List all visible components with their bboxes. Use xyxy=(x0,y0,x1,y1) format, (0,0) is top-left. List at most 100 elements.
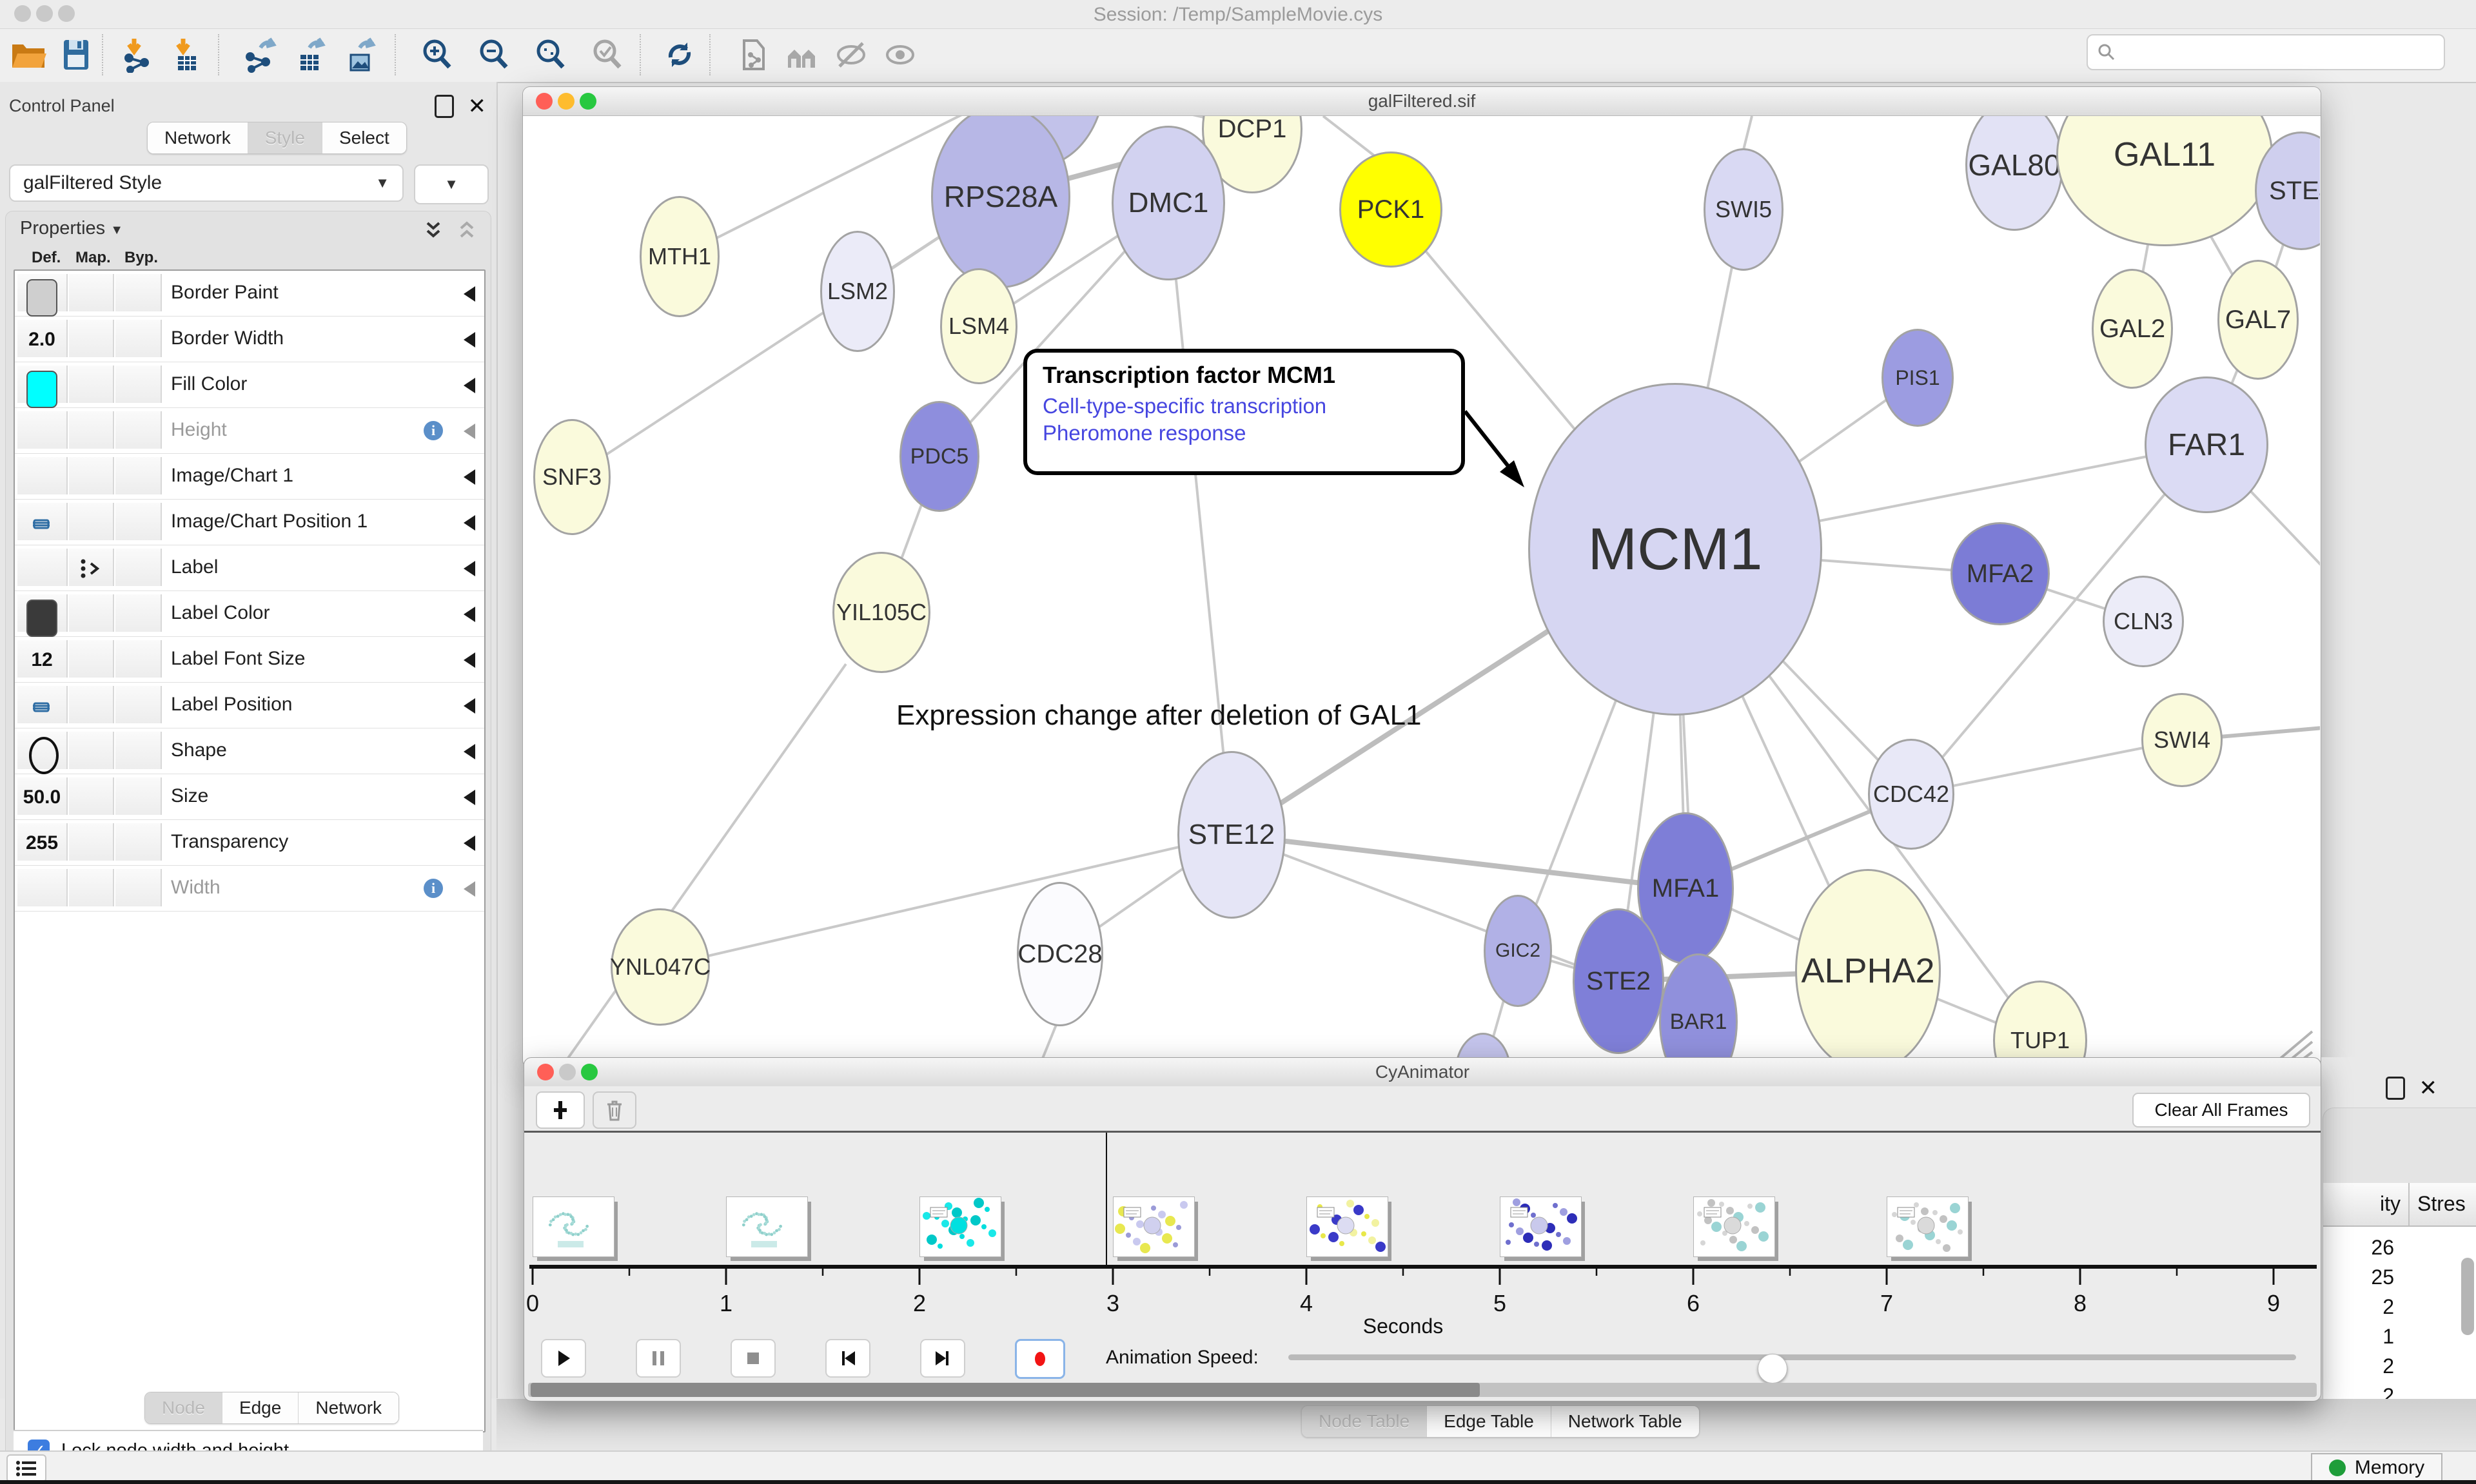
node-ste12[interactable]: STE12 xyxy=(1177,751,1286,919)
window-close-button[interactable] xyxy=(14,5,31,22)
table-scrollbar[interactable] xyxy=(2461,1258,2474,1335)
default-cell[interactable] xyxy=(17,732,68,774)
node-dmc1[interactable]: DMC1 xyxy=(1112,126,1225,280)
add-frame-button[interactable] xyxy=(536,1091,585,1129)
mapping-cell[interactable] xyxy=(69,686,114,723)
style-selector[interactable]: galFiltered Style ▼ xyxy=(9,164,404,202)
expand-property-icon[interactable] xyxy=(464,378,475,393)
tab-edge[interactable]: Edge xyxy=(222,1392,299,1423)
close-panel-icon[interactable]: ✕ xyxy=(467,94,487,119)
pause-button[interactable] xyxy=(636,1339,681,1378)
mapping-cell[interactable] xyxy=(69,549,114,586)
mapping-cell[interactable] xyxy=(69,503,114,540)
node-alpha2[interactable]: ALPHA2 xyxy=(1795,869,1941,1066)
task-history-button[interactable] xyxy=(6,1454,46,1483)
float-panel-icon[interactable] xyxy=(434,95,454,118)
mapping-cell[interactable] xyxy=(69,366,114,403)
import-table-icon[interactable] xyxy=(166,35,205,74)
frame-thumbnail-7[interactable] xyxy=(1887,1196,1969,1257)
node-mcm1[interactable]: MCM1 xyxy=(1528,383,1822,716)
zoom-in-icon[interactable] xyxy=(418,35,457,74)
node-cln3[interactable]: CLN3 xyxy=(2103,576,2184,667)
tab-network[interactable]: Network xyxy=(299,1392,399,1423)
annotation-link[interactable]: Cell-type-specific transcription xyxy=(1043,394,1327,418)
close-table-panel-icon[interactable]: ✕ xyxy=(2419,1076,2438,1100)
close-window-button[interactable] xyxy=(537,1064,554,1080)
node-cdc28[interactable]: CDC28 xyxy=(1017,882,1103,1026)
resize-grip-icon[interactable] xyxy=(2272,1026,2317,1065)
bypass-cell[interactable] xyxy=(115,686,162,723)
mapping-icon[interactable] xyxy=(78,558,104,583)
timeline-scrollbar-thumb[interactable] xyxy=(531,1383,1480,1397)
window-zoom-button[interactable] xyxy=(58,5,75,22)
network-document-icon[interactable] xyxy=(734,35,772,74)
node-snf3[interactable]: SNF3 xyxy=(533,419,611,535)
expand-property-icon[interactable] xyxy=(464,698,475,714)
bypass-cell[interactable] xyxy=(115,366,162,403)
expand-property-icon[interactable] xyxy=(464,424,475,439)
default-cell[interactable]: 50.0 xyxy=(17,777,68,815)
node-pck1[interactable]: PCK1 xyxy=(1339,151,1442,268)
network-window-titlebar[interactable]: galFiltered.sif xyxy=(523,87,2321,116)
frame-thumbnail-6[interactable] xyxy=(1693,1196,1775,1257)
property-row-border-paint[interactable]: Border Paint xyxy=(15,271,484,317)
node-yil105c[interactable]: YIL105C xyxy=(832,552,930,673)
export-network-icon[interactable] xyxy=(240,35,279,74)
default-cell[interactable] xyxy=(17,457,68,494)
expand-property-icon[interactable] xyxy=(464,744,475,759)
zoom-selected-icon[interactable] xyxy=(588,35,627,74)
node-gal80[interactable]: GAL80 xyxy=(1965,116,2063,231)
position-icon[interactable] xyxy=(32,699,51,719)
bypass-cell[interactable] xyxy=(115,320,162,357)
property-row-size[interactable]: 50.0 Size xyxy=(15,774,484,820)
frame-thumbnail-5[interactable] xyxy=(1500,1196,1582,1257)
default-value-swatch[interactable] xyxy=(26,371,57,408)
mapping-cell[interactable] xyxy=(69,777,114,815)
expand-property-icon[interactable] xyxy=(464,332,475,347)
record-button[interactable] xyxy=(1015,1339,1065,1379)
bypass-cell[interactable] xyxy=(115,640,162,678)
mapping-cell[interactable] xyxy=(69,274,114,311)
annotation-box[interactable]: Transcription factor MCM1 Cell-type-spec… xyxy=(1023,349,1465,475)
info-icon[interactable]: i xyxy=(424,421,443,440)
export-table-icon[interactable] xyxy=(290,35,329,74)
frame-thumbnail-3[interactable] xyxy=(1113,1196,1195,1257)
expand-property-icon[interactable] xyxy=(464,515,475,531)
property-row-border-width[interactable]: 2.0 Border Width xyxy=(15,317,484,362)
mapping-cell[interactable] xyxy=(69,594,114,632)
expand-property-icon[interactable] xyxy=(464,652,475,668)
network-canvas[interactable]: RPS28BDCP1RPS28ADMC1PCK1SWI5MTH1LSM2LSM4… xyxy=(524,116,2320,1066)
default-cell[interactable]: 12 xyxy=(17,640,68,678)
tab-select[interactable]: Select xyxy=(322,122,406,153)
node-rps28a[interactable]: RPS28A xyxy=(931,116,1070,288)
timeline-playhead[interactable] xyxy=(1106,1133,1107,1265)
frames-timeline[interactable]: 0 1 2 3 4 5 6 7 8 9 Seconds xyxy=(524,1133,2321,1338)
default-cell[interactable] xyxy=(17,366,68,408)
default-value-text[interactable]: 2.0 xyxy=(28,329,55,350)
property-row-label[interactable]: Label xyxy=(15,545,484,591)
memory-button[interactable]: Memory xyxy=(2311,1453,2442,1483)
default-value-swatch[interactable] xyxy=(26,600,57,637)
node-cdc42[interactable]: CDC42 xyxy=(1868,739,1954,850)
default-cell[interactable] xyxy=(17,274,68,317)
animation-speed-slider[interactable] xyxy=(1288,1354,2296,1383)
property-row-label-font-size[interactable]: 12 Label Font Size xyxy=(15,637,484,683)
show-details-icon[interactable] xyxy=(881,35,919,74)
window-minimize-button[interactable] xyxy=(36,5,53,22)
default-cell[interactable] xyxy=(17,549,68,586)
timeline-scrollbar[interactable] xyxy=(528,1383,2317,1397)
property-row-image-chart-position-1[interactable]: Image/Chart Position 1 xyxy=(15,500,484,545)
property-row-height[interactable]: Height i xyxy=(15,408,484,454)
mapping-cell[interactable] xyxy=(69,869,114,906)
slider-knob[interactable] xyxy=(1758,1354,1787,1383)
bypass-cell[interactable] xyxy=(115,457,162,494)
table-header-row[interactable]: ity Stres xyxy=(2323,1183,2476,1227)
expand-property-icon[interactable] xyxy=(464,790,475,805)
default-cell[interactable] xyxy=(17,503,68,540)
default-cell[interactable] xyxy=(17,411,68,449)
cyanimator-titlebar[interactable]: CyAnimator xyxy=(524,1058,2321,1087)
property-row-fill-color[interactable]: Fill Color xyxy=(15,362,484,408)
mapping-cell[interactable] xyxy=(69,411,114,449)
expand-property-icon[interactable] xyxy=(464,881,475,897)
annotation-link[interactable]: Pheromone response xyxy=(1043,421,1246,445)
